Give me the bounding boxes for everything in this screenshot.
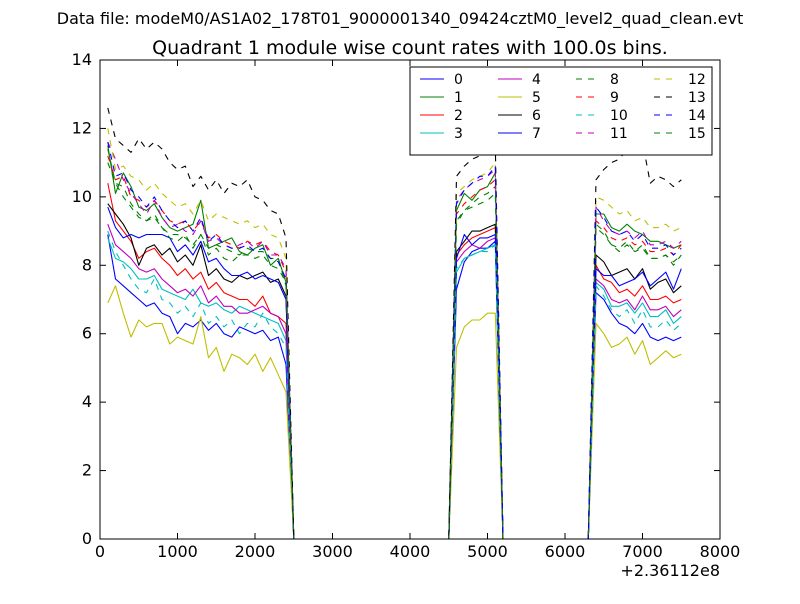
plot-area: 0 1000 2000 3000 4000 5000 6000 7000 80000246810… [72, 50, 741, 561]
legend-label-10: 10 [610, 108, 628, 124]
y-tick-label: 6 [82, 324, 92, 343]
x-tick-label: 8000 [700, 542, 741, 561]
y-tick-label: 10 [72, 187, 92, 206]
legend-label-15: 15 [688, 126, 706, 142]
legend-label-11: 11 [610, 126, 628, 142]
legend-label-12: 12 [688, 72, 706, 88]
x-tick-label: 5000 [467, 542, 508, 561]
series-line-14 [107, 141, 682, 540]
legend-box [409, 66, 713, 156]
legend-label-1: 1 [454, 90, 463, 106]
legend-label-0: 0 [454, 72, 463, 88]
y-tick-label: 4 [82, 392, 92, 411]
legend-label-5: 5 [532, 90, 541, 106]
legend-label-13: 13 [688, 90, 706, 106]
legend-label-2: 2 [454, 108, 463, 124]
x-tick-label: 2000 [235, 542, 276, 561]
legend-label-4: 4 [532, 72, 541, 88]
legend-label-7: 7 [532, 126, 541, 142]
y-tick-label: 2 [82, 461, 92, 480]
x-tick-label: 3000 [312, 542, 353, 561]
legend-label-8: 8 [610, 72, 619, 88]
chart-title: Quadrant 1 module wise count rates with … [152, 37, 668, 59]
x-tick-label: 7000 [622, 542, 663, 561]
legend-label-9: 9 [610, 90, 619, 106]
y-tick-label: 0 [82, 529, 92, 548]
x-offset-label: +2.36112e8 [620, 561, 720, 580]
legend-label-14: 14 [688, 108, 706, 124]
y-tick-label: 8 [82, 255, 92, 274]
y-tick-label: 12 [72, 118, 92, 137]
x-tick-label: 0 [95, 542, 105, 561]
legend-label-6: 6 [532, 108, 541, 124]
y-tick-label: 14 [72, 50, 92, 69]
figure-suptitle: Data file: modeM0/AS1A02_178T01_90000013… [57, 9, 743, 29]
x-tick-label: 4000 [390, 542, 431, 561]
legend-label-3: 3 [454, 126, 463, 142]
x-tick-label: 1000 [157, 542, 198, 561]
x-tick-label: 6000 [545, 542, 586, 561]
